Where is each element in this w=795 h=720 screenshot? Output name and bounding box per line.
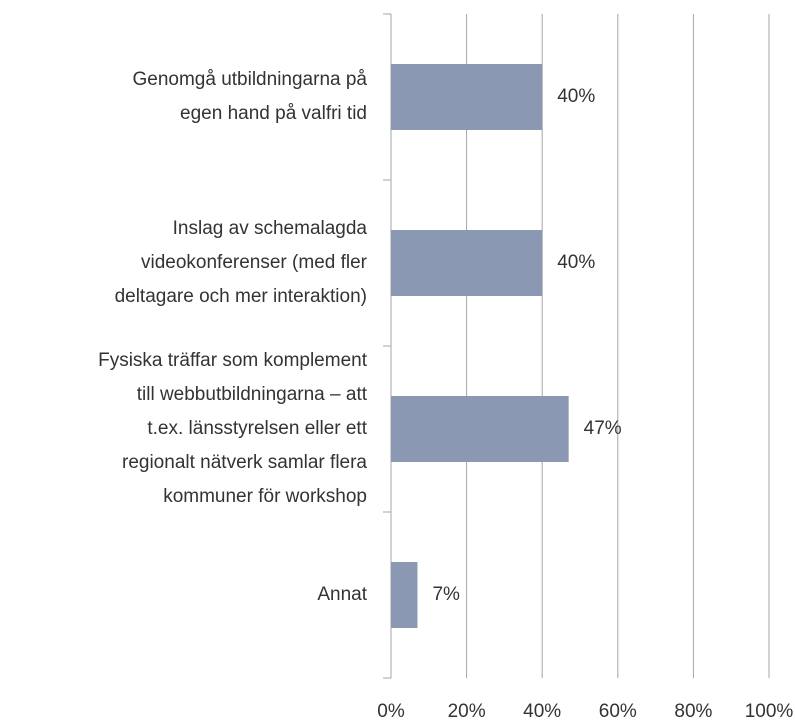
x-tick-label: 60% (599, 701, 637, 720)
value-label: 7% (432, 584, 460, 605)
bar (391, 64, 543, 130)
value-label: 47% (584, 418, 622, 439)
value-label: 40% (557, 252, 595, 273)
category-label: Fysiska träffar som komplement till webb… (98, 350, 367, 507)
x-tick-label: 20% (448, 701, 486, 720)
category-label: Annat (317, 584, 367, 605)
x-tick-label: 40% (523, 701, 561, 720)
bar (391, 396, 569, 462)
category-label: Inslag av schemalagda videokonferenser (… (114, 218, 367, 307)
bar (391, 230, 543, 296)
category-label: Genomgå utbildningarna på egen hand på v… (132, 69, 367, 124)
x-tick-label: 80% (674, 701, 712, 720)
value-label: 40% (557, 86, 595, 107)
bar (391, 562, 418, 628)
x-tick-label: 100% (745, 701, 794, 720)
x-tick-label: 0% (377, 701, 405, 720)
